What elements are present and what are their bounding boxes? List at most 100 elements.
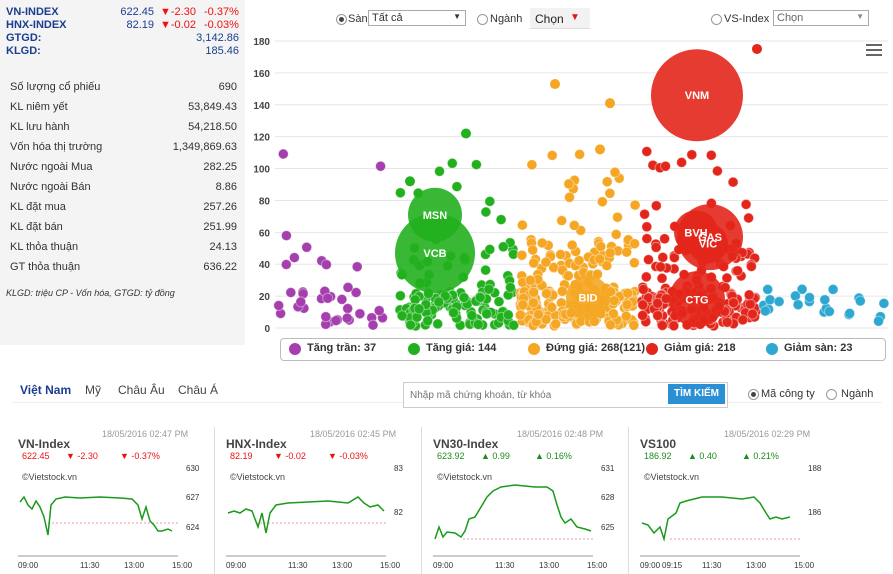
stock-point[interactable] (640, 271, 652, 283)
stock-point[interactable] (351, 261, 363, 273)
stock-point[interactable] (493, 296, 505, 308)
stock-point[interactable] (481, 308, 493, 320)
stock-point[interactable] (433, 296, 445, 308)
stock-point[interactable] (556, 215, 568, 227)
stock-point[interactable] (612, 211, 623, 223)
stock-point[interactable] (451, 181, 463, 193)
stock-point[interactable] (609, 166, 621, 178)
ma-cong-ty-radio[interactable] (748, 389, 759, 400)
stock-point[interactable] (727, 176, 739, 188)
stock-point[interactable] (504, 282, 516, 293)
stock-point[interactable] (541, 288, 552, 300)
stock-point[interactable] (637, 283, 649, 295)
stock-point[interactable] (322, 292, 334, 304)
stock-point[interactable] (422, 315, 434, 327)
stock-point[interactable] (546, 149, 558, 161)
nganh-select[interactable]: Chọn ▼ (530, 8, 590, 29)
stock-point[interactable] (629, 238, 641, 250)
stock-point[interactable] (405, 319, 417, 331)
stock-point[interactable] (466, 310, 478, 321)
stock-point[interactable] (605, 319, 616, 331)
stock-point[interactable] (629, 199, 641, 211)
mini-chart-3[interactable]: 18/05/2016 02:29 PM VS100 186.92 ▲ 0.40 ▲ 0.… (640, 427, 830, 574)
stock-point[interactable] (652, 310, 664, 322)
stock-point[interactable] (295, 296, 307, 308)
stock-point[interactable] (285, 287, 297, 298)
san-radio[interactable] (336, 14, 347, 25)
stock-point[interactable] (280, 259, 292, 270)
stock-point[interactable] (607, 308, 619, 320)
stock-point[interactable] (564, 191, 575, 203)
bubble-chart[interactable]: 0 20 40 60 80 100 120 140 160 180 VNM MSN VCB BID BVH… (250, 30, 890, 335)
stock-point[interactable] (320, 259, 332, 271)
stock-point[interactable] (878, 297, 890, 309)
stock-point[interactable] (484, 243, 496, 255)
stock-point[interactable] (502, 309, 514, 321)
stock-point[interactable] (621, 299, 633, 311)
tab-3[interactable]: Châu Á (178, 383, 219, 397)
stock-point[interactable] (396, 310, 408, 322)
stock-point[interactable] (608, 295, 620, 307)
stock-point[interactable] (301, 241, 313, 253)
stock-point[interactable] (288, 252, 300, 264)
stock-point[interactable] (686, 149, 698, 161)
stock-point[interactable] (434, 165, 445, 177)
stock-point[interactable] (524, 274, 536, 286)
stock-point[interactable] (745, 261, 757, 272)
stock-point[interactable] (637, 309, 649, 321)
stock-point[interactable] (341, 312, 353, 324)
stock-point[interactable] (461, 128, 471, 139)
stock-point[interactable] (483, 283, 495, 295)
search-input[interactable] (408, 386, 667, 404)
stock-point[interactable] (823, 306, 835, 317)
stock-point[interactable] (533, 309, 544, 320)
stock-point[interactable] (601, 176, 613, 188)
stock-point[interactable] (622, 287, 634, 299)
stock-point[interactable] (472, 319, 484, 330)
menu-icon[interactable] (866, 44, 882, 56)
stock-point[interactable] (373, 305, 385, 317)
stock-point[interactable] (873, 315, 884, 327)
stock-point[interactable] (740, 198, 752, 210)
stock-point[interactable] (628, 319, 640, 331)
stock-point[interactable] (819, 294, 831, 306)
stock-point[interactable] (574, 148, 586, 160)
stock-point[interactable] (432, 318, 444, 330)
stock-point[interactable] (280, 230, 292, 242)
stock-point[interactable] (621, 246, 633, 258)
stock-point[interactable] (528, 286, 540, 298)
stock-point[interactable] (743, 289, 755, 301)
stock-point[interactable] (728, 297, 739, 309)
stock-point[interactable] (656, 320, 668, 331)
stock-point[interactable] (550, 318, 562, 330)
stock-point[interactable] (514, 309, 526, 321)
stock-point[interactable] (517, 299, 529, 311)
stock-point[interactable] (705, 149, 717, 161)
stock-point[interactable] (394, 290, 406, 302)
stock-point[interactable] (527, 244, 539, 256)
stock-point[interactable] (474, 291, 486, 303)
vs-index-select[interactable]: Chọn ▼ (773, 10, 869, 26)
stock-point[interactable] (516, 249, 528, 261)
stock-point[interactable] (273, 300, 285, 311)
stock-point[interactable] (655, 261, 666, 273)
stock-point[interactable] (620, 310, 632, 322)
stock-point[interactable] (804, 292, 815, 303)
stock-point[interactable] (764, 294, 776, 306)
stock-point[interactable] (484, 195, 496, 207)
stock-point[interactable] (737, 314, 749, 326)
stock-point[interactable] (563, 178, 575, 190)
bubble-bid[interactable] (566, 275, 610, 320)
stock-point[interactable] (367, 319, 379, 331)
stock-point[interactable] (277, 148, 289, 160)
stock-point[interactable] (605, 98, 615, 109)
stock-point[interactable] (448, 307, 459, 319)
stock-point[interactable] (354, 308, 366, 320)
stock-point[interactable] (656, 272, 668, 284)
stock-point[interactable] (550, 79, 560, 90)
stock-point[interactable] (540, 313, 552, 325)
stock-point[interactable] (555, 249, 567, 260)
stock-point[interactable] (330, 315, 342, 327)
stock-point[interactable] (792, 299, 804, 311)
stock-point[interactable] (721, 272, 733, 284)
